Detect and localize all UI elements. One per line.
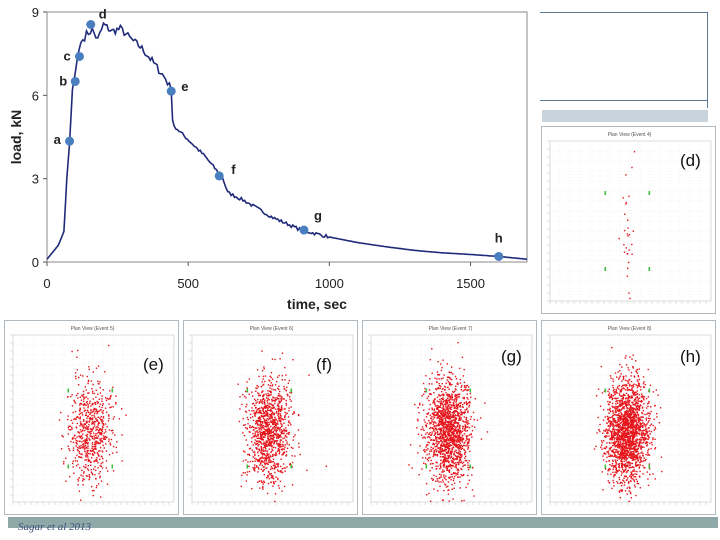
sensor-marker — [469, 464, 472, 469]
y-tick-label: 9 — [32, 5, 39, 20]
y-tick-label: 3 — [32, 172, 39, 187]
footer-bar — [8, 517, 718, 528]
panel-label-h: (h) — [680, 347, 701, 366]
scatter-panel-e: Plan View (Event 5) (e) — [4, 320, 179, 515]
plot-frame — [46, 11, 528, 263]
sensor-marker — [604, 464, 607, 469]
sensor-marker — [290, 388, 293, 393]
point-label-h: h — [495, 230, 503, 245]
sensor-marker — [246, 388, 249, 393]
point-marker-d — [86, 20, 96, 29]
decor-line-vertical — [707, 12, 708, 108]
x-tick-label: 0 — [43, 276, 50, 291]
panel-frame — [12, 334, 175, 503]
point-label-a: a — [54, 132, 62, 147]
point-label-c: c — [63, 48, 70, 63]
sensor-marker — [648, 267, 651, 271]
sensor-marker — [67, 464, 70, 469]
x-axis-label: time, sec — [287, 296, 347, 312]
ae-events — [58, 344, 127, 501]
panel-title: Plan View (Event 7) — [429, 326, 473, 332]
ae-events — [408, 341, 489, 502]
panel-label-e: (e) — [143, 355, 164, 374]
panel-frame — [549, 140, 712, 302]
point-label-d: d — [99, 7, 107, 22]
point-marker-f — [214, 171, 224, 181]
y-tick-label: 0 — [32, 255, 39, 270]
sensor-marker — [648, 388, 651, 393]
citation: Sagar et al 2013 — [18, 521, 92, 533]
point-label-b: b — [59, 73, 67, 88]
x-tick-label: 1000 — [315, 276, 344, 291]
decor-bar — [542, 110, 708, 122]
panel-label-f: (f) — [316, 355, 333, 374]
sensor-marker — [425, 464, 428, 469]
point-marker-a — [65, 136, 75, 146]
panel-label-g: (g) — [501, 347, 522, 366]
panel-title: Plan View (Event 5) — [71, 326, 115, 332]
panel-label-d: (d) — [680, 151, 701, 170]
point-marker-g — [299, 225, 309, 235]
sensor-marker — [67, 388, 70, 393]
scatter-plot-e: Plan View (Event 5) — [10, 326, 175, 505]
panel-title: Plan View (Event 4) — [608, 132, 652, 138]
point-label-e: e — [181, 79, 188, 94]
sensor-marker — [469, 388, 472, 393]
sensor-marker — [648, 191, 651, 195]
sensor-marker — [111, 388, 114, 393]
scatter-panel-h: Plan View (Event 8) (h) — [541, 320, 716, 515]
scatter-plot-d: Plan View (Event 4) — [547, 132, 712, 304]
panel-title: Plan View (Event 6) — [250, 326, 294, 332]
panel-title: Plan View (Event 8) — [608, 326, 652, 332]
load-time-chart: 0 3 6 9 0 500 1000 1500 time, sec load, kN a bc d e f g… — [8, 5, 528, 312]
sensor-marker — [425, 388, 428, 393]
point-marker-e — [166, 86, 176, 96]
point-marker-h — [494, 251, 504, 261]
scatter-panel-g: Plan View (Event 7) (g) — [362, 320, 537, 515]
sensor-marker — [111, 464, 114, 469]
point-label-g: g — [314, 208, 322, 223]
series-line-load — [46, 21, 528, 260]
ae-events — [237, 350, 327, 503]
point-marker-b — [70, 76, 80, 86]
ae-events — [618, 151, 636, 300]
sensor-marker — [604, 388, 607, 393]
decor-line-top — [540, 12, 708, 13]
sensor-marker — [604, 191, 607, 195]
scatter-plot-f: Plan View (Event 6) — [189, 326, 354, 505]
x-tick-label: 1500 — [456, 276, 485, 291]
y-tick-label: 6 — [32, 88, 39, 103]
point-label-f: f — [231, 162, 236, 177]
point-marker-c — [74, 51, 84, 61]
sensor-marker — [648, 464, 651, 469]
scatter-panel-d: Plan View (Event 4) (d) — [541, 126, 716, 314]
sensor-marker — [290, 464, 293, 469]
ae-events — [593, 346, 663, 502]
scatter-plot-h: Plan View (Event 8) — [547, 326, 712, 505]
scatter-plot-g: Plan View (Event 7) — [368, 326, 533, 505]
decor-line-mid — [540, 100, 708, 101]
sensor-marker — [246, 464, 249, 469]
sensor-marker — [604, 267, 607, 271]
x-tick-label: 500 — [177, 276, 199, 291]
scatter-panel-f: Plan View (Event 6) (f) — [183, 320, 358, 515]
y-axis-label: load, kN — [8, 110, 24, 164]
